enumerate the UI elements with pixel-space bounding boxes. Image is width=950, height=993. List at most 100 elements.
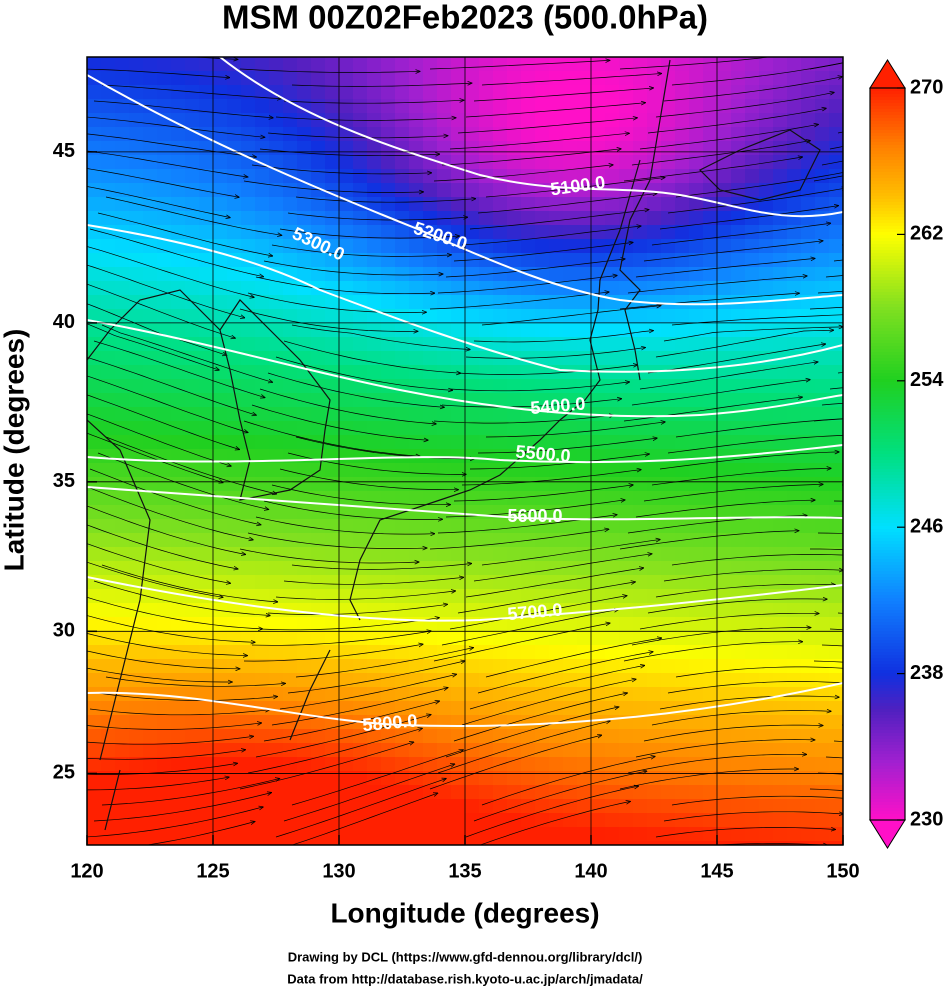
field-cell	[213, 715, 228, 730]
field-cell	[171, 295, 186, 310]
colorbar-cell	[870, 649, 905, 653]
field-cell	[199, 729, 214, 744]
field-cell	[297, 351, 312, 366]
field-cell	[241, 211, 256, 226]
field-cell	[157, 309, 172, 324]
colorbar-cell	[870, 457, 905, 461]
field-cell	[633, 603, 648, 618]
field-cell	[563, 575, 578, 590]
field-cell	[283, 687, 298, 702]
field-cell	[507, 281, 522, 296]
field-cell	[227, 71, 242, 86]
field-cell	[507, 827, 522, 842]
field-cell	[171, 505, 186, 520]
field-cell	[451, 85, 466, 100]
field-cell	[605, 225, 620, 240]
field-cell	[227, 225, 242, 240]
field-cell	[759, 281, 774, 296]
field-cell	[801, 659, 816, 674]
field-cell	[703, 435, 718, 450]
field-cell	[801, 141, 816, 156]
field-cell	[689, 491, 704, 506]
field-cell	[241, 547, 256, 562]
field-cell	[367, 183, 382, 198]
field-cell	[633, 617, 648, 632]
field-cell	[101, 645, 116, 660]
field-cell	[199, 645, 214, 660]
field-cell	[171, 575, 186, 590]
field-cell	[745, 603, 760, 618]
field-cell	[465, 323, 480, 338]
field-cell	[423, 743, 438, 758]
field-cell	[759, 365, 774, 380]
streamline	[93, 580, 270, 616]
field-cell	[213, 561, 228, 576]
field-cell	[773, 519, 788, 534]
field-cell	[759, 351, 774, 366]
field-cell	[269, 645, 284, 660]
colorbar-cell	[870, 418, 905, 422]
streamline	[663, 812, 843, 822]
field-cell	[115, 169, 130, 184]
field-cell	[185, 379, 200, 394]
field-cell	[213, 827, 228, 842]
field-cell	[661, 211, 676, 226]
field-cell	[283, 239, 298, 254]
field-cell	[255, 435, 270, 450]
colorbar-cell	[870, 490, 905, 494]
field-cell	[619, 155, 634, 170]
field-cell	[185, 393, 200, 408]
field-cell	[815, 533, 830, 548]
field-cell	[717, 169, 732, 184]
streamline	[93, 100, 273, 118]
field-cell	[409, 659, 424, 674]
field-cell	[829, 267, 843, 282]
field-cell	[255, 239, 270, 254]
field-cell	[311, 659, 326, 674]
field-cell	[339, 421, 354, 436]
field-cell	[465, 505, 480, 520]
field-cell	[241, 127, 256, 142]
field-cell	[115, 575, 130, 590]
field-cell	[619, 99, 634, 114]
field-cell	[689, 827, 704, 842]
field-cell	[339, 71, 354, 86]
field-cell	[633, 743, 648, 758]
colorbar-cell	[870, 730, 905, 734]
field-cell	[185, 71, 200, 86]
field-cell	[661, 71, 676, 86]
field-cell	[185, 715, 200, 730]
field-cell	[157, 57, 172, 72]
field-cell	[591, 435, 606, 450]
field-cell	[311, 71, 326, 86]
field-cell	[745, 757, 760, 772]
field-cell	[129, 365, 144, 380]
field-cell	[689, 603, 704, 618]
field-cell	[563, 561, 578, 576]
field-cell	[647, 267, 662, 282]
field-cell	[115, 71, 130, 86]
field-cell	[129, 827, 144, 842]
field-cell	[689, 309, 704, 324]
chart-title: MSM 00Z02Feb2023 (500.0hPa)	[222, 0, 708, 36]
field-cell	[381, 491, 396, 506]
field-cell	[479, 785, 494, 800]
field-cell	[661, 561, 676, 576]
field-cell	[493, 547, 508, 562]
field-cell	[577, 337, 592, 352]
field-cell	[423, 729, 438, 744]
field-cell	[479, 281, 494, 296]
field-cell	[409, 253, 424, 268]
field-cell	[87, 561, 102, 576]
field-cell	[479, 687, 494, 702]
field-cell	[171, 841, 186, 845]
field-cell	[661, 57, 676, 72]
field-cell	[479, 491, 494, 506]
field-cell	[647, 407, 662, 422]
colorbar-cell	[870, 415, 905, 419]
colorbar-cell	[870, 376, 905, 380]
field-cell	[801, 365, 816, 380]
field-cell	[297, 267, 312, 282]
field-cell	[563, 519, 578, 534]
field-cell	[507, 155, 522, 170]
